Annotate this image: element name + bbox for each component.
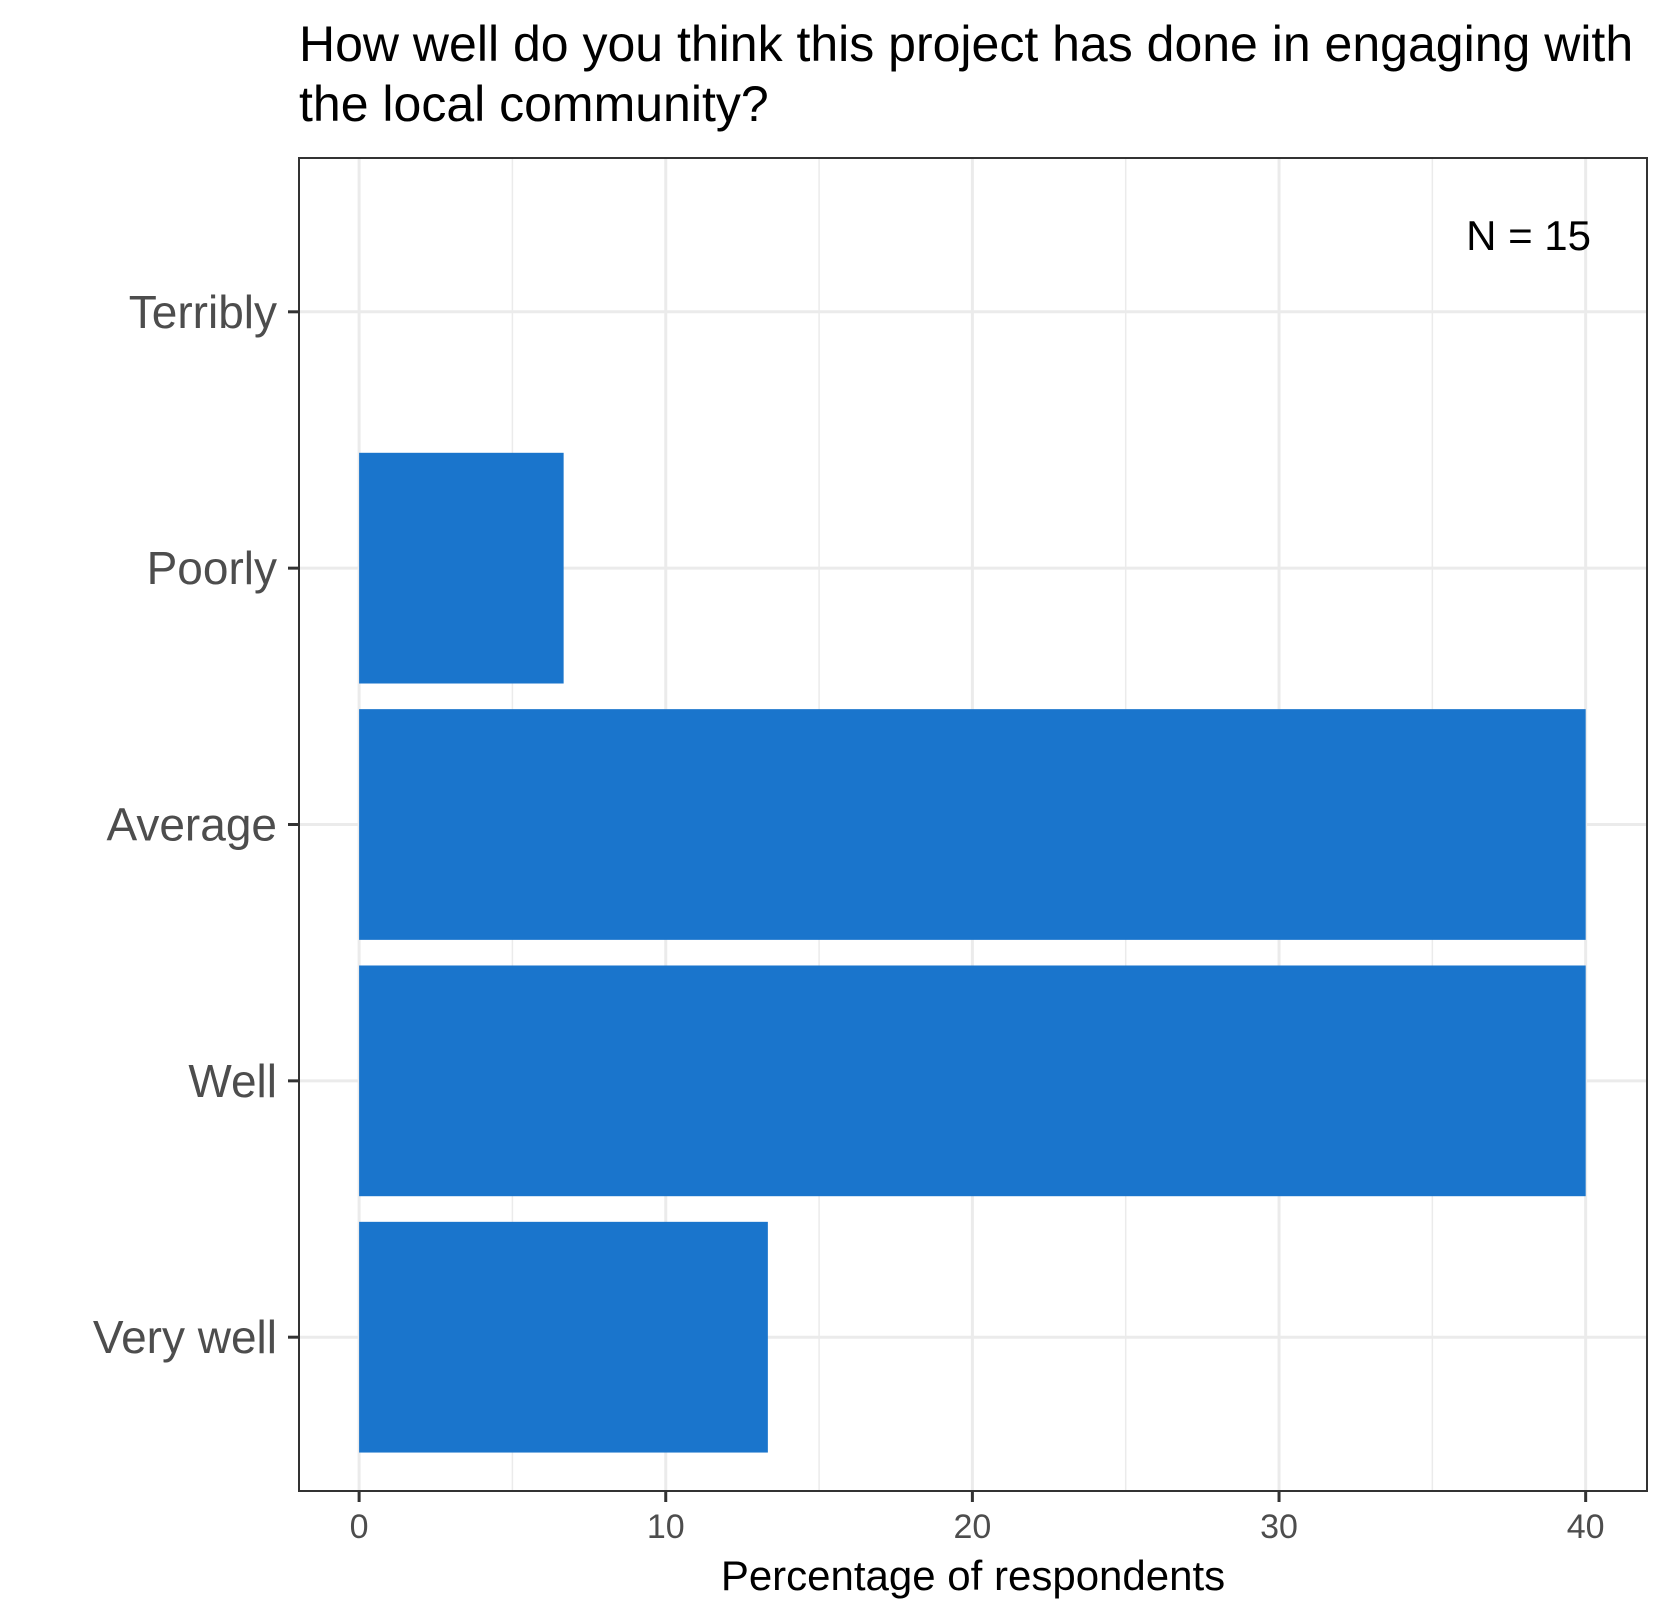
y-tick-label: Terribly bbox=[129, 286, 277, 338]
chart-title: How well do you think this project has d… bbox=[299, 14, 1670, 134]
sample-size-annotation: N = 15 bbox=[1466, 212, 1591, 259]
x-tick-label: 20 bbox=[953, 1508, 991, 1546]
bar-well bbox=[359, 965, 1586, 1197]
bar-very-well bbox=[359, 1221, 768, 1453]
y-tick-label: Average bbox=[106, 799, 277, 851]
y-tick-label: Well bbox=[188, 1055, 277, 1107]
x-axis: 0 10 20 30 40 bbox=[350, 1491, 1605, 1546]
x-tick-label: 0 bbox=[350, 1508, 369, 1546]
x-tick-label: 40 bbox=[1567, 1508, 1605, 1546]
x-tick-label: 30 bbox=[1260, 1508, 1298, 1546]
bar-poorly bbox=[359, 452, 564, 684]
x-axis-title: Percentage of respondents bbox=[721, 1552, 1225, 1599]
bars bbox=[359, 452, 1586, 1453]
x-tick-label: 10 bbox=[647, 1508, 685, 1546]
y-axis: Terribly Poorly Average Well Very well bbox=[93, 286, 299, 1363]
bar-average bbox=[359, 709, 1586, 940]
chart-title-line-1: How well do you think this project has d… bbox=[299, 16, 1634, 72]
y-tick-label: Poorly bbox=[147, 542, 277, 594]
chart-title-line-2: the local community? bbox=[299, 76, 769, 132]
y-tick-label: Very well bbox=[93, 1311, 277, 1363]
